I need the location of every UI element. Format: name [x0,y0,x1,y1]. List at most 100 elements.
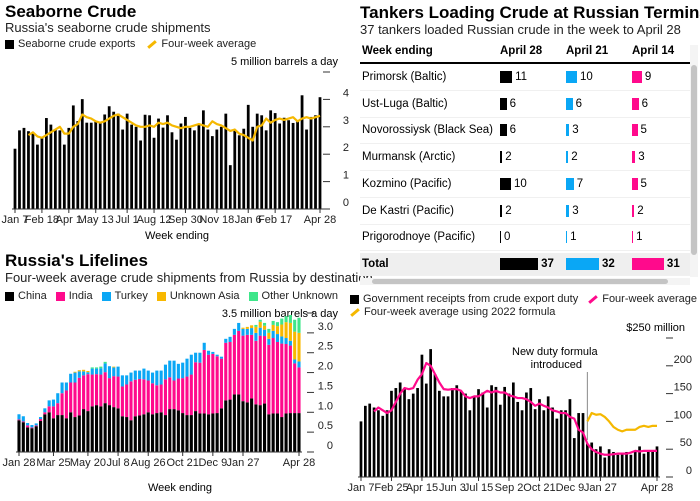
vertical-scrollbar[interactable] [690,45,698,277]
count-bar [632,124,638,137]
table-header: Week ending April 28 April 21 April 14 [360,40,690,64]
bar-segment-turkey [107,366,112,379]
y-tick-label: 0.5 [318,420,333,432]
terminal-name: Novorossiysk (Black Sea) [362,124,494,137]
count-value: 3 [638,151,645,164]
legend-label: India [68,290,93,302]
bar-duty-receipts [451,388,454,477]
bar-segment-turkey [47,400,51,407]
bar-segment-china [142,414,146,452]
count-cell: 6 [500,97,516,110]
vertical-scrollbar-thumb[interactable] [691,65,697,255]
x-tick-label: May 13 [78,214,114,226]
bar-segment-india [159,384,163,413]
bar-duty-receipts [359,421,363,477]
legend-swatch-turkey [101,291,111,301]
bar-segment-turkey [17,414,21,420]
bar-duty-receipts [403,388,406,477]
terminal-name: Prigorodnoye (Pacific) [362,231,476,244]
bar-seaborne-exports [296,121,299,209]
bar-segment-turkey [288,340,292,346]
bar-seaborne-exports [282,117,286,209]
bar-segment-turkey [237,322,241,331]
bar-seaborne-exports [107,106,111,209]
bar-seaborne-exports [125,113,129,209]
chart1-title: Seaborne Crude [5,2,137,21]
count-value: 2 [505,151,512,164]
bar-segment-turkey [262,329,267,337]
table-row: Ust-Luga (Baltic) 6 6 6 [360,91,690,118]
bar-segment-china [82,409,86,452]
bar-seaborne-exports [31,132,35,209]
bar-segment-unknown-asia [73,371,77,373]
bar-segment-turkey [150,372,155,384]
bar-segment-india [103,372,107,404]
bar-duty-receipts [468,410,472,477]
horizontal-scrollbar[interactable] [360,278,690,285]
bar-segment-other-unknown [293,319,297,332]
legend-label: Four-week average [161,38,257,50]
bar-segment-other-unknown [280,318,284,325]
bar-seaborne-exports [40,136,44,209]
horizontal-scrollbar-thumb[interactable] [372,279,668,284]
bar-seaborne-exports [170,132,174,209]
count-bar [632,231,634,244]
bar-segment-india [293,363,297,414]
legend-swatch-receipts [350,294,359,304]
bar-seaborne-exports [237,135,241,209]
bar-segment-turkey [90,368,94,375]
bar-duty-receipts [507,393,511,477]
bar-segment-turkey [189,354,193,375]
bar-duty-receipts [607,449,611,477]
bar-segment-india [38,419,43,422]
bar-segment-india [275,341,280,414]
count-bar [500,204,503,217]
count-value: 1 [636,231,643,244]
count-cell: 2 [632,204,644,217]
bar-segment-turkey [26,423,30,426]
count-bar [500,258,539,270]
bar-segment-turkey [129,372,133,382]
bar-segment-china [194,411,198,452]
bar-segment-turkey [82,371,86,376]
bar-segment-india [150,383,155,415]
bar-duty-receipts [629,454,633,477]
bar-duty-receipts [633,451,637,477]
count-cell: 7 [566,177,583,190]
bar-segment-india [194,362,198,412]
bar-segment-unknown-asia [112,366,116,368]
bar-seaborne-exports [264,130,268,209]
bar-segment-india [202,349,206,414]
count-cell: 6 [500,124,516,137]
count-value: 11 [515,71,528,83]
chart1-xlabel: Week ending [145,230,210,242]
y-tick-label: 100 [674,409,692,421]
x-tick-label: Sep 30 [168,214,203,226]
bar-segment-unknown-asia [284,322,288,339]
legend-label: Government receipts from crude export du… [363,293,579,305]
count-cell: 2 [500,204,512,217]
bar-segment-unknown-asia [250,325,254,329]
count-bar [632,151,636,164]
bar-segment-turkey [275,334,280,342]
count-bar [566,204,570,217]
chart3-legend: Government receipts from crude export du… [350,293,697,305]
bar-segment-china [202,413,206,452]
bar-segment-china [133,416,137,452]
x-tick-label: Oct 21 [166,457,198,469]
bar-segment-india [21,421,25,423]
table-row: De Kastri (Pacific) 2 3 2 [360,198,690,225]
y-tick-label: 2.5 [318,341,333,353]
bar-segment-india [267,344,271,415]
bar-segment-china [103,403,107,452]
bar-segment-china [241,401,245,452]
bar-segment-turkey [120,375,124,387]
bar-seaborne-exports [157,118,160,209]
legend-label: Other Unknown [261,290,338,302]
bar-segment-china [112,407,116,452]
chart3-legend-row2: Four-week average using 2022 formula [350,306,555,318]
bar-duty-receipts [538,399,541,477]
bar-segment-china [172,409,176,452]
x-tick-label: Jan 6 [235,214,262,226]
count-bar [500,177,511,190]
